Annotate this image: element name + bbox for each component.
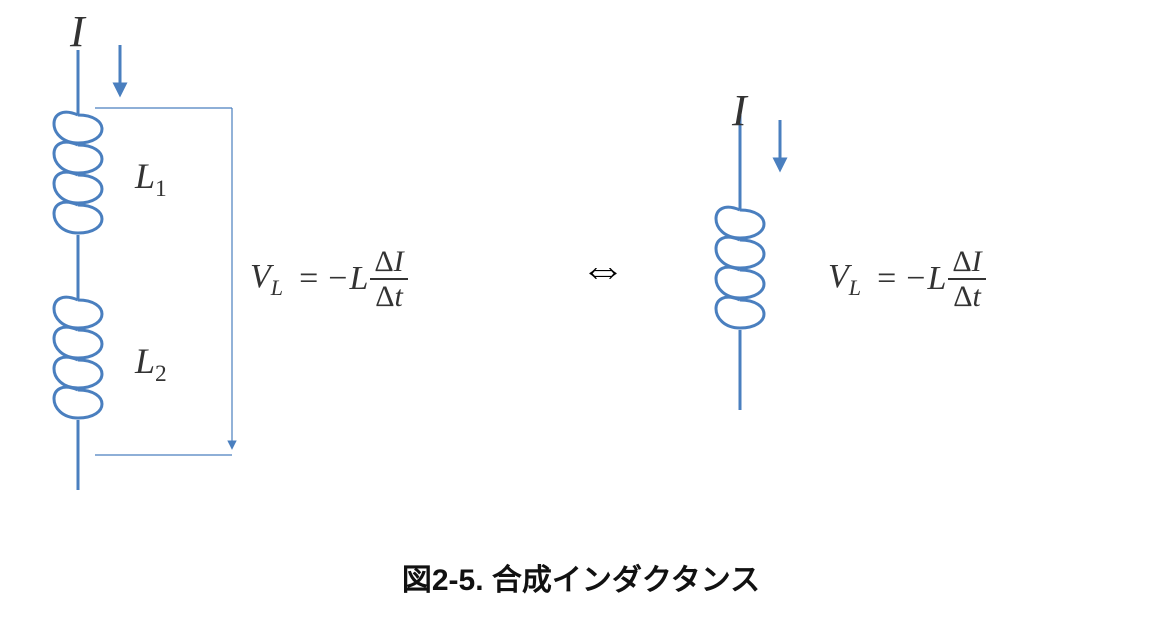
eq-L: L [349,260,368,298]
eq-equals: = [299,260,318,298]
left-coil-1 [54,112,102,233]
eq-minus: − [328,260,347,298]
left-equation: VL = − L ΔI Δt [250,245,408,313]
left-I-label: I [70,6,85,57]
figure-caption: 図2-5. 合成インダクタンス [0,555,1162,599]
eq-L-r: L [927,260,946,298]
diagram-canvas: I L1 L2 VL = − L ΔI Δt ⇔ I VL = − L ΔI Δ… [0,0,1162,633]
L2-label: L2 [135,340,167,388]
right-coil [716,207,764,328]
eq-VL: V [250,258,271,295]
L1-label: L1 [135,155,167,203]
eq-num-I: I [394,245,404,278]
eq-equals-r: = [877,260,896,298]
right-equation: VL = − L ΔI Δt [828,245,986,313]
eq-minus-r: − [906,260,925,298]
eq-den-t: t [395,280,403,313]
left-coil-2 [54,297,102,418]
equiv-symbol: ⇔ [580,242,626,295]
circuit-svg [0,0,1162,633]
right-I-label: I [732,85,747,136]
